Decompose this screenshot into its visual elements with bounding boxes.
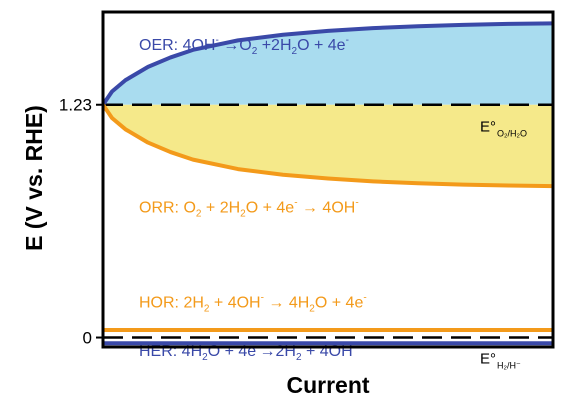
reference-lines (103, 103, 553, 339)
orr-equation: ORR: O2 + 2H2O + 4e- → 4OH- (139, 198, 359, 220)
her-equation: HER: 4H2O + 4e-→2H2 + 4OH- (139, 341, 356, 363)
y-tick-label: 0 (83, 329, 92, 348)
y-tick-label: 1.23 (59, 96, 92, 115)
y-axis-label: E (V vs. RHE) (21, 105, 47, 251)
orr-curve (103, 102, 553, 189)
fill-layer (103, 23, 553, 187)
series-lines (103, 21, 553, 346)
plot-frame (101, 10, 555, 349)
axes: E (V vs. RHE) Current 0 1.23 (21, 96, 370, 398)
oer-fill-region (103, 23, 553, 105)
hor-her-equilibrium-label: E°H₂/H⁻ (480, 351, 521, 371)
x-axis-label: Current (286, 372, 369, 398)
oer-curve (103, 21, 553, 107)
hor-equation: HOR: 2H2 + 4OH- → 4H2O + 4e- (139, 292, 367, 314)
oer-equation: OER: 4OH- →O2 +2H2O + 4e- (139, 35, 349, 57)
orr-fill-region (103, 104, 553, 187)
oer-orr-equilibrium-label: E°O₂/H₂O (480, 119, 527, 139)
